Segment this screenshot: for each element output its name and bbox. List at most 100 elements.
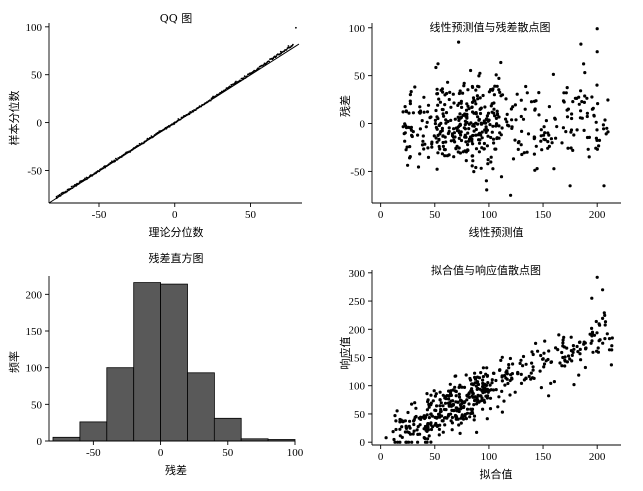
- fitted-response-x-tick-label: 0: [378, 451, 384, 463]
- residual-point: [420, 119, 424, 123]
- residual-point: [568, 184, 572, 188]
- fitted-response-point: [601, 316, 605, 320]
- residual-point: [561, 99, 566, 103]
- residual-point: [494, 116, 498, 120]
- histogram-x-tick-label: 0: [158, 447, 164, 459]
- residual-point: [533, 168, 537, 172]
- fitted-response-point: [562, 335, 566, 339]
- qq-sample-point: [151, 136, 153, 138]
- residual-point: [408, 93, 412, 97]
- residual-point: [413, 85, 417, 89]
- residual-point: [486, 111, 491, 115]
- fitted-response-point: [497, 395, 501, 399]
- residual-point: [595, 83, 599, 87]
- fitted-response-point: [488, 388, 492, 392]
- fitted-response-point: [494, 378, 498, 383]
- qq-sample-point: [262, 64, 265, 66]
- fitted-response-point: [454, 389, 458, 394]
- residual-scatter-title: 线性预测值与残差散点图: [430, 20, 551, 34]
- residual-point: [418, 152, 422, 156]
- residual-point: [470, 164, 474, 168]
- residual-point: [440, 87, 444, 91]
- qq-sample-point: [242, 77, 244, 80]
- residual-point: [478, 96, 482, 100]
- residual-point: [525, 91, 529, 95]
- residual-point: [410, 134, 414, 139]
- residual-point: [480, 136, 484, 140]
- residual-point: [605, 126, 609, 130]
- residual-point: [444, 111, 449, 115]
- qq-sample-point: [78, 181, 81, 184]
- residual-point: [592, 113, 596, 117]
- residual-point: [449, 139, 453, 143]
- fitted-response-point: [460, 401, 464, 406]
- fitted-response-point: [541, 357, 545, 361]
- qq-sample-point: [234, 82, 237, 85]
- fitted-response-point: [560, 364, 564, 368]
- fitted-response-point: [411, 432, 415, 436]
- residual-point: [432, 134, 436, 138]
- qq-sample-point: [166, 126, 169, 129]
- fitted-response-point: [482, 382, 486, 386]
- histogram-title: 残差直方图: [149, 251, 204, 265]
- fitted-response-point: [472, 403, 476, 407]
- residual-point: [516, 147, 520, 151]
- fitted-response-point: [393, 440, 397, 444]
- residual-point: [421, 139, 425, 143]
- fitted-response-point: [570, 359, 574, 363]
- fitted-response-point: [396, 440, 400, 444]
- residual-point: [495, 122, 499, 126]
- residual-point: [544, 119, 549, 123]
- residual-point: [460, 105, 464, 109]
- fitted-response-point: [431, 399, 435, 403]
- fitted-response-point: [465, 407, 470, 411]
- residual-point: [473, 99, 477, 103]
- fitted-response-point: [392, 437, 396, 442]
- qq-sample-point: [243, 75, 246, 78]
- residual-point: [570, 112, 574, 116]
- residual-point: [569, 146, 573, 150]
- residual-point: [484, 121, 488, 125]
- fitted-response-point: [566, 354, 571, 358]
- fitted-response-y-axis-label: 响应值: [338, 337, 352, 370]
- residual-point: [404, 148, 408, 152]
- fitted-response-point: [423, 415, 428, 420]
- fitted-response-point: [433, 415, 437, 419]
- fitted-response-point: [449, 391, 453, 395]
- fitted-response-point: [610, 336, 614, 340]
- residual-point: [519, 98, 523, 102]
- fitted-response-point: [500, 410, 504, 414]
- fitted-response-point: [459, 398, 463, 402]
- histogram-y-axis-label: 频率: [7, 351, 21, 373]
- fitted-response-point: [451, 403, 455, 407]
- fitted-response-point: [500, 389, 504, 393]
- qq-sample-point: [246, 75, 249, 78]
- histogram-y-tick-label: 0: [37, 436, 43, 448]
- residual-point: [524, 84, 528, 89]
- fitted-response-point: [394, 427, 398, 432]
- residual-point: [492, 111, 496, 115]
- residual-point: [422, 110, 426, 114]
- residual-point: [470, 139, 474, 143]
- residual-point: [433, 118, 437, 122]
- fitted-response-point: [557, 333, 561, 337]
- fitted-response-point: [603, 323, 607, 327]
- fitted-response-point: [443, 396, 447, 400]
- residual-point: [497, 124, 501, 128]
- qq-sample-point: [179, 118, 182, 121]
- fitted-response-point: [446, 414, 450, 418]
- qq-sample-point: [211, 96, 214, 99]
- residual-point: [585, 114, 589, 119]
- residual-point: [533, 108, 537, 112]
- fitted-response-point: [529, 377, 533, 381]
- fitted-response-point: [571, 344, 576, 348]
- fitted-response-point: [513, 390, 517, 394]
- fitted-response-point: [456, 400, 460, 404]
- fitted-response-point: [418, 423, 422, 427]
- fitted-response-point: [434, 421, 438, 426]
- qq-sample-point: [272, 57, 275, 60]
- fitted-response-point: [492, 371, 496, 375]
- qq-sample-point: [264, 63, 267, 66]
- qq-sample-point: [171, 123, 174, 126]
- residual-point: [422, 147, 426, 151]
